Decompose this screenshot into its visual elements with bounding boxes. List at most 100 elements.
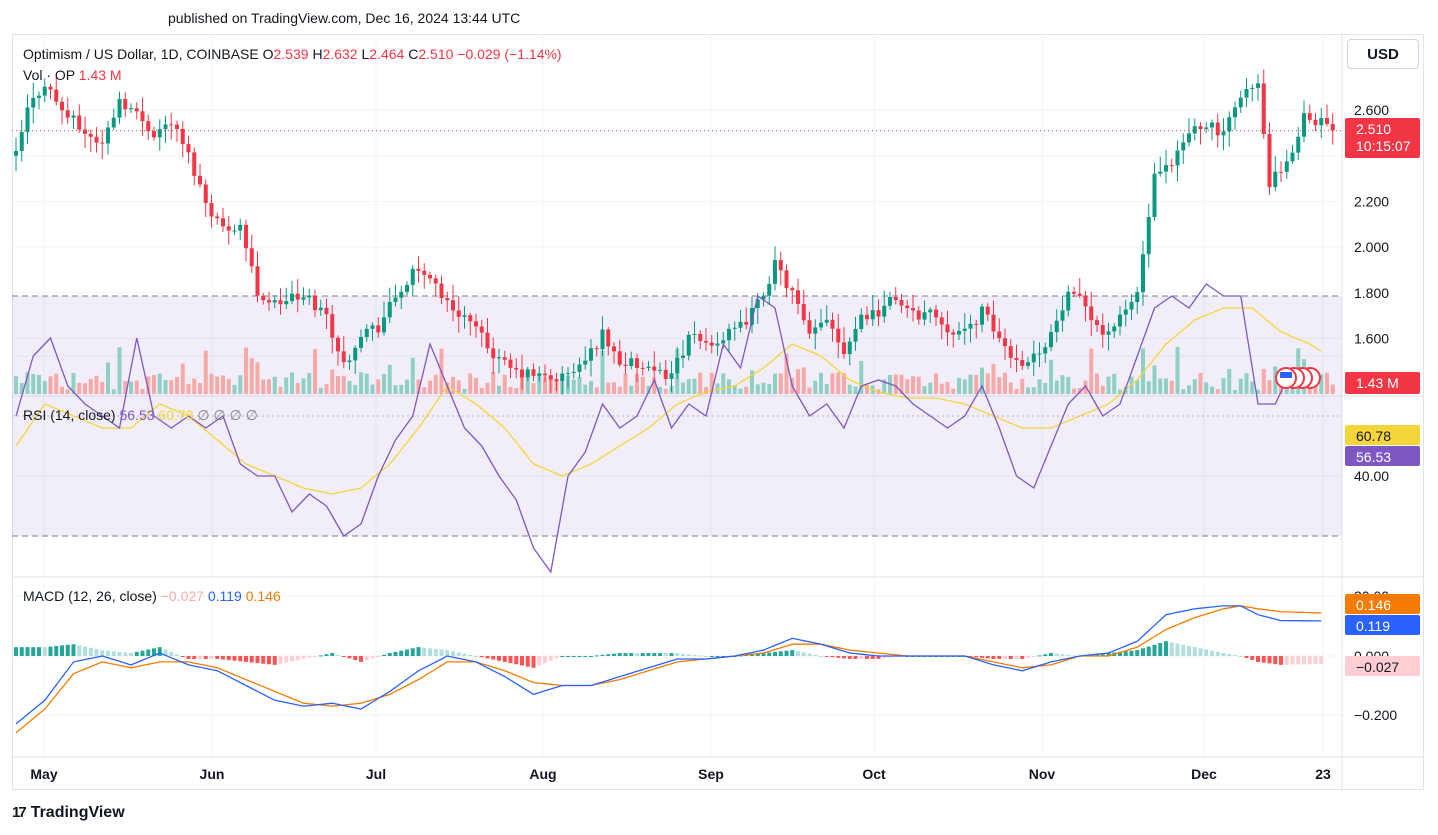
rsi-value: 56.53 (119, 407, 155, 423)
time-tick-label: Aug (529, 766, 556, 782)
candle-body (945, 324, 950, 333)
macd-hist-bar (807, 653, 812, 656)
macd-hist-bar (479, 656, 484, 658)
volume-bar (646, 385, 651, 394)
candle-body (709, 342, 714, 346)
macd-signal-badge-text: 0.146 (1356, 597, 1391, 613)
volume-bar (1031, 387, 1036, 394)
candle-body (491, 348, 496, 359)
macd-hist-bar (439, 649, 444, 656)
candle-body (1313, 119, 1318, 126)
candle-body (502, 357, 507, 360)
volume-bar (129, 381, 133, 394)
macd-hist-bar (410, 648, 415, 656)
macd-hist-bar (997, 656, 1002, 659)
volume-bar (284, 377, 289, 394)
volume-bar (1043, 382, 1048, 394)
macd-hist-bar (1256, 656, 1260, 662)
macd-hist-bar (267, 656, 271, 665)
macd-hist-bar (1169, 642, 1174, 656)
macd-hist-bar (652, 653, 657, 656)
macd-hist-bar (594, 655, 599, 657)
macd-hist-bar (1302, 656, 1306, 665)
price-tick-label: 1.800 (1354, 285, 1389, 301)
macd-line (15, 605, 1322, 725)
volume-bar (801, 367, 806, 394)
candle-body (899, 300, 904, 306)
candle-body (934, 309, 938, 318)
volume-bar (974, 374, 979, 394)
volume-bar (1135, 379, 1140, 394)
macd-label[interactable]: MACD (12, 26, close) (23, 588, 157, 604)
macd-hist-bar (146, 649, 151, 656)
volume-bar (19, 383, 24, 394)
volume-bar (893, 374, 898, 394)
volume-bar (905, 379, 910, 394)
volume-bars (14, 346, 1335, 394)
currency-button[interactable]: USD (1347, 39, 1419, 69)
candle-body (1014, 357, 1019, 361)
volume-bar (1014, 388, 1019, 394)
macd-hist-bar (750, 654, 754, 656)
macd-hist-bar (31, 647, 36, 656)
candle-body (997, 331, 1002, 339)
macd-hist-bar (393, 651, 398, 656)
macd-hist-bar (612, 653, 616, 656)
macd-hist-bar (1187, 645, 1191, 656)
volume-bar (1307, 384, 1312, 394)
macd-histogram (14, 641, 1324, 668)
chart-frame (12, 34, 1424, 790)
candle-body (888, 297, 892, 306)
volume-bar (681, 382, 685, 394)
volume-bar (847, 384, 852, 394)
macd-hist-bar (974, 656, 979, 658)
candle-body (813, 327, 818, 334)
macd-hist-bar (755, 653, 760, 656)
volume-bar (295, 382, 300, 394)
macd-hist-bar (42, 647, 47, 656)
macd-hist-bar (192, 656, 197, 659)
candle-body (721, 340, 726, 344)
volume-bar (267, 379, 271, 394)
macd-hist-bar (1175, 643, 1180, 656)
candle-body (307, 295, 312, 298)
symbol-name[interactable]: Optimism / US Dollar, 1D, COINBASE (23, 46, 259, 62)
candle-body (1273, 171, 1278, 188)
volume-bar (663, 388, 668, 394)
candle-body (37, 95, 41, 98)
volume-bar (1008, 382, 1013, 394)
candle-body (226, 226, 231, 231)
volume-bar (1066, 376, 1071, 394)
volume-label[interactable]: Vol · OP (23, 67, 75, 83)
candle-body (1060, 310, 1065, 321)
change-value: −0.029 (−1.14%) (457, 46, 562, 62)
candle-body (617, 351, 622, 365)
macd-hist-bar (157, 647, 162, 656)
rsi-label[interactable]: RSI (14, close) (23, 407, 116, 423)
candle-body (623, 364, 628, 366)
candle-body (163, 124, 168, 130)
volume-bar (1221, 378, 1226, 394)
volume-bar (865, 384, 869, 394)
symbol-legend: Optimism / US Dollar, 1D, COINBASE O2.53… (23, 46, 562, 62)
volume-bar (1146, 381, 1151, 394)
macd-hist-bar (531, 656, 536, 668)
volume-bar (784, 353, 789, 394)
volume-bar (203, 350, 208, 394)
candle-body (284, 301, 289, 305)
volume-bar (301, 378, 306, 394)
low-value: 2.464 (369, 46, 405, 62)
volume-bar (531, 383, 536, 394)
macd-hist-bar (278, 656, 283, 664)
macd-hist-bar (152, 648, 156, 656)
candle-body (215, 216, 220, 219)
candle-body (508, 359, 513, 368)
candle-body (732, 327, 737, 329)
candle-body (1089, 306, 1094, 321)
tradingview-logo[interactable]: 17 TradingView (12, 804, 125, 822)
volume-bar (686, 379, 691, 394)
macd-hist-bar (117, 651, 122, 656)
candle-body (525, 369, 530, 378)
macd-hist-bar (54, 645, 59, 656)
